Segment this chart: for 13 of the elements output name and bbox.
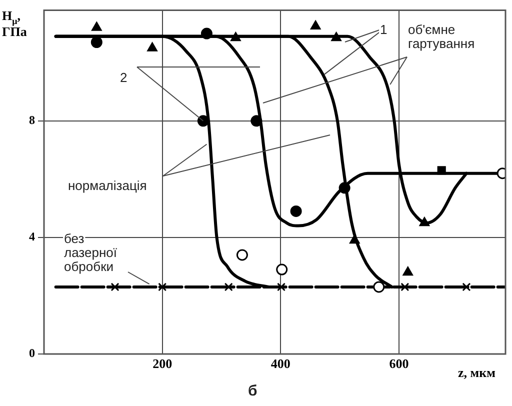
x-tick-label: 400 xyxy=(270,356,290,372)
annotation: об'ємне гартування xyxy=(408,22,475,52)
x-tick-label: 600 xyxy=(389,356,409,372)
y-tick-label: 0 xyxy=(29,346,35,360)
x-tick-label: 200 xyxy=(152,356,172,372)
y-tick-label: 4 xyxy=(29,230,35,244)
x-axis-title: z, мкм xyxy=(458,365,496,380)
y-tick-label: 8 xyxy=(29,113,35,128)
annotation: нормалізація xyxy=(68,178,147,194)
annotation: 1 xyxy=(380,22,388,38)
annotation: без лазерної обробки xyxy=(64,231,118,274)
text: б xyxy=(248,382,258,400)
annotation: 2 xyxy=(120,70,128,86)
